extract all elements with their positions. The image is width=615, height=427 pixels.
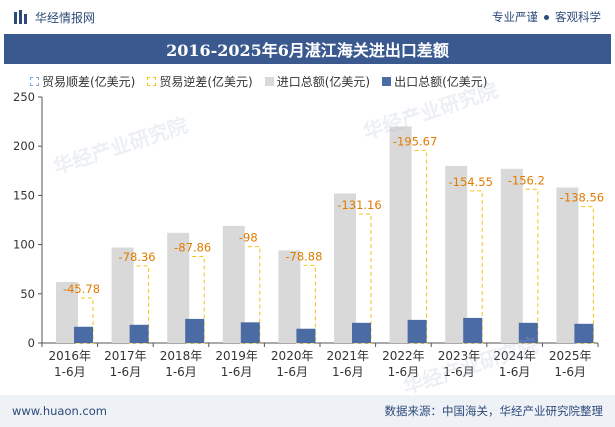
deficit-bar [407,149,428,344]
x-tick-label: 2017年 [104,349,147,363]
legend-label-deficit: 贸易逆差(亿美元) [159,75,253,89]
y-tick-label: 100 [13,238,35,252]
x-tick-label: 1-6月 [54,365,86,379]
exports-bar [185,318,205,343]
legend-item-surplus: 贸易顺差(亿美元) [30,73,135,90]
footer-bar: www.huaon.com 数据来源：中国海关，华经产业研究院整理 [0,395,615,427]
deficit-data-label: -154.55 [449,175,493,189]
tagline-right: 客观科学 [555,10,601,24]
x-tick-label: 1-6月 [388,365,420,379]
x-tick-label: 2025年 [549,349,592,363]
deficit-data-label: -195.67 [393,134,437,148]
y-tick-label: 200 [13,139,35,153]
imports-bar [445,165,468,343]
brand: 华经情报网 [14,9,95,26]
chart-title-bar: 2016-2025年6月湛江海关进出口差额 [4,34,611,64]
deficit-data-label: -87.86 [174,241,211,255]
deficit-data-label: -78.88 [285,249,322,263]
x-tick-label: 2021年 [327,349,370,363]
y-tick-label: 0 [28,336,35,350]
footer-website: www.huaon.com [12,404,107,418]
exports-bar [574,323,594,343]
legend-swatch-surplus-icon [30,77,39,86]
imports-bar [167,232,190,343]
legend-swatch-exports-icon [382,77,392,86]
legend-item-imports: 进口总额(亿美元) [264,73,371,90]
chart-legend: 贸易顺差(亿美元) 贸易逆差(亿美元) 进口总额(亿美元) 出口总额(亿美元) [30,73,488,90]
x-tick-label: 1-6月 [554,365,586,379]
x-tick-label: 1-6月 [276,365,308,379]
exports-bar [129,324,149,343]
footer-source: 数据来源：中国海关，华经产业研究院整理 [384,404,604,418]
x-tick-label: 1-6月 [110,365,142,379]
imports-bar [278,250,301,343]
brand-name: 华经情报网 [35,10,96,25]
legend-swatch-imports-icon [264,77,274,86]
y-tick-label: 150 [13,188,35,202]
x-tick-label: 2024年 [493,349,536,363]
x-tick-label: 1-6月 [221,365,253,379]
imports-bar [222,225,245,343]
imports-bar [389,126,412,344]
deficit-data-label: -98 [239,231,258,245]
x-tick-label: 2019年 [215,349,258,363]
exports-bar [518,322,538,343]
brand-logo-icon [14,10,27,24]
exports-bar [463,317,483,343]
imports-bar [111,247,134,343]
x-tick-label: 1-6月 [443,365,475,379]
exports-bar [352,322,371,343]
x-tick-label: 2022年 [382,349,425,363]
y-tick-label: 50 [20,287,35,301]
imports-bar [556,187,579,343]
deficit-data-label: -78.36 [119,250,156,264]
exports-bar [407,319,427,343]
imports-bar [500,168,523,343]
x-tick-label: 1-6月 [332,365,364,379]
exports-bar [296,328,316,343]
y-tick-label: 250 [13,90,35,104]
deficit-data-label: -45.78 [63,282,100,296]
deficit-data-label: -156.2 [508,173,545,187]
imports-bar [334,193,356,343]
deficit-data-label: -138.56 [560,191,604,205]
x-tick-label: 2016年 [49,349,92,363]
chart-title: 2016-2025年6月湛江海关进出口差额 [166,41,449,60]
exports-bar [240,322,260,343]
x-tick-label: 2018年 [160,349,203,363]
x-tick-label: 2020年 [271,349,314,363]
x-tick-label: 2023年 [438,349,481,363]
x-tick-label: 1-6月 [165,365,197,379]
x-tick-label: 1-6月 [499,365,531,379]
legend-label-imports: 进口总额(亿美元) [276,75,371,89]
legend-label-exports: 出口总额(亿美元) [394,75,488,89]
imports-bar [56,281,78,343]
legend-item-deficit: 贸易逆差(亿美元) [147,73,253,90]
legend-swatch-deficit-icon [147,77,157,86]
top-bar: 华经情报网 专业严谨 客观科学 [0,0,615,34]
exports-bar [74,326,93,343]
deficit-data-label: -131.16 [337,198,381,212]
legend-label-surplus: 贸易顺差(亿美元) [42,75,136,89]
tagline: 专业严谨 客观科学 [492,9,601,25]
tagline-left: 专业严谨 [492,10,538,24]
bullet-dot-icon [544,14,549,20]
legend-item-exports: 出口总额(亿美元) [382,73,488,90]
